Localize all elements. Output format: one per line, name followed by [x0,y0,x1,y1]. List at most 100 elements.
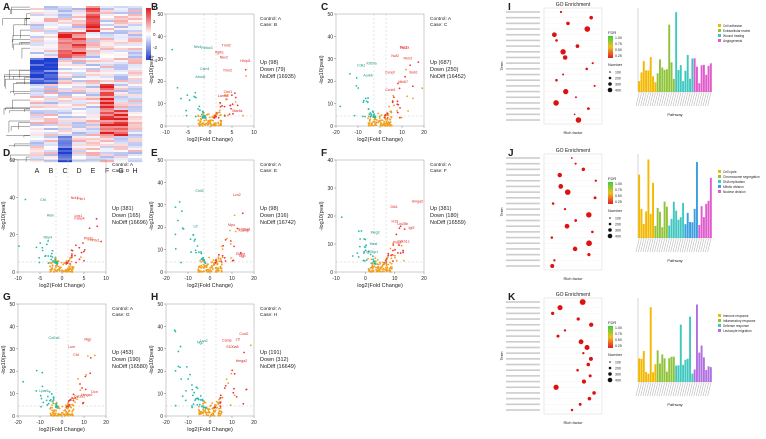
go-bar-chart [635,12,712,107]
x-tick-label: -20 [14,420,21,426]
category-legend-item: Cell adhesion [723,24,743,28]
gene-label: Mki67 [398,80,408,84]
gene-label: Dcn [91,390,97,394]
case-label: Case: F [430,168,447,174]
y-tick-label: 20 [157,225,163,231]
gene-label: Mpo [228,223,235,227]
gene-label: Cxcl2 [239,332,248,336]
gene-label: Cfd [73,353,79,357]
go-bar-chart [635,159,712,253]
y-tick-label: 30 [327,186,333,192]
x-tick-label: 10 [229,420,235,426]
x-tick-label: 10 [103,276,109,282]
x-tick-label: 0 [61,276,64,282]
y-tick-label: 40 [327,34,333,40]
heatmap-legend-tick: -2 [153,45,157,50]
gene-label: Pitx1 [92,238,100,242]
volcano-panel-g: G -20 -10 0 10 20 0 10 20 30 40 50 log2(Fold Change)… [0,290,168,434]
nodiff-count: NoDiff (16559) [430,220,466,226]
x-axis-label: log2(Fold Change) [39,283,85,289]
y-tick-label: 20 [327,79,333,85]
gene-label: Ngp [197,340,204,344]
gene-label: Elane [236,252,245,256]
gene-label: Peg3 [393,240,401,244]
x-tick-label: -10 [354,130,361,136]
nodiff-count: NoDiff (16935) [260,74,296,80]
x-tick-label: 0 [364,276,367,282]
number-tick: 100 [615,361,621,365]
x-tick-label: 20 [421,276,427,282]
fdr-tick: 0.75 [615,42,622,46]
fdr-tick: 1.00 [615,36,622,40]
gene-label: Cdk1 [357,63,365,67]
fdr-tick: 0.25 [615,344,622,348]
y-tick-label: 30 [157,57,163,63]
y-tick-label: 0 [12,414,15,420]
panel-label-h: H [151,292,159,303]
case-label: Case: D [112,168,130,174]
gene-label: Rrm2 [403,57,412,61]
x-tick-label: 0 [61,420,64,426]
gene-label: Hhipl1 [240,59,250,63]
volcano-points [173,329,252,417]
gene-label: H19 [392,220,399,224]
number-tick: 400 [615,235,621,239]
heatmap-column-label: E [91,168,96,175]
volcano-panel-d: D -10 -5 0 5 10 0 20 40 60 log2(Fold Change) -log10… [0,146,168,290]
heatmap-column-label: B [49,168,54,175]
y-tick-label: 50 [327,12,333,18]
category-legend-item: Leukocyte migration [723,329,752,333]
go-title: GO Enrichment [556,2,591,8]
y-tick-label: 40 [327,158,333,164]
volcano-panel-b: B -10 -5 0 5 10 0 10 20 30 40 50 log2(Fold Change) -l… [148,0,316,144]
gene-label: Kif20a [366,61,376,65]
nodiff-count: NoDiff (16742) [260,220,296,226]
up-count: Up (687) [430,60,452,66]
x-tick-label: -20 [332,130,339,136]
category-legend-item: Inflammatory response [723,319,756,323]
x-tick-label: -10 [36,420,43,426]
down-count: Down (316) [260,213,289,219]
y-tick-label: 10 [327,242,333,248]
fdr-legend-title: FDR [608,176,616,181]
case-label: Case: E [260,168,277,174]
heatmap-legend-tick: -4 [153,58,157,63]
x-tick-label: 0 [209,276,212,282]
go-x-label: Rich factor [563,130,583,135]
number-legend-title: Number [608,352,623,357]
gene-label: Fabp4 [74,216,84,220]
heatmap-column-label: A [35,168,40,175]
heatmap-legend-tick: 4 [153,6,156,11]
category-legend-item: DNA replication [723,180,745,184]
y-tick-label: 10 [157,248,163,254]
y-tick-label: 40 [157,180,163,186]
gene-label: Lum [68,345,75,349]
volcano-plot: -20 -10 0 10 20 0 10 20 30 40 50 log2(Fold Change) -… [319,12,466,143]
volcano-panel-c: C -20 -10 0 10 20 0 10 20 30 40 50 log2(Fold Change)… [318,0,486,144]
panel-label-b: B [151,2,159,13]
go-panel-k: K GO Enrichment Term Rich factor FDR 1.00 0.75… [499,290,766,434]
x-axis-label: log2(Fold Change) [187,427,233,433]
volcano-plot: -20 -10 0 10 20 0 10 20 30 40 50 log2(Fold Change) -… [149,302,296,433]
fdr-tick: 0.75 [615,188,622,192]
gene-label: Ccnb1 [385,88,395,92]
up-count: Up (98) [260,60,279,66]
gene-label: Lpar6 [39,389,48,393]
gene-label: Csm4 [200,67,209,71]
number-tick: 400 [615,89,621,93]
heatmap-column-label: D [76,168,81,175]
y-tick-label: 40 [157,34,163,40]
panel-label-c: C [321,2,329,13]
fdr-tick: 1.00 [615,326,622,330]
go-panel-j: J GO Enrichment Term Rich factor FDR 1.00 0.75… [499,146,766,290]
y-tick-label: 0 [160,270,163,276]
up-count: Up (191) [260,350,282,356]
y-tick-label: 50 [157,12,163,18]
gene-label: S100a8 [238,227,250,231]
gene-label: Amot1 [195,75,205,79]
panel-label-g: G [3,292,11,303]
x-axis-label: log2(Fold Change) [187,137,233,143]
x-tick-label: -5 [38,276,43,282]
